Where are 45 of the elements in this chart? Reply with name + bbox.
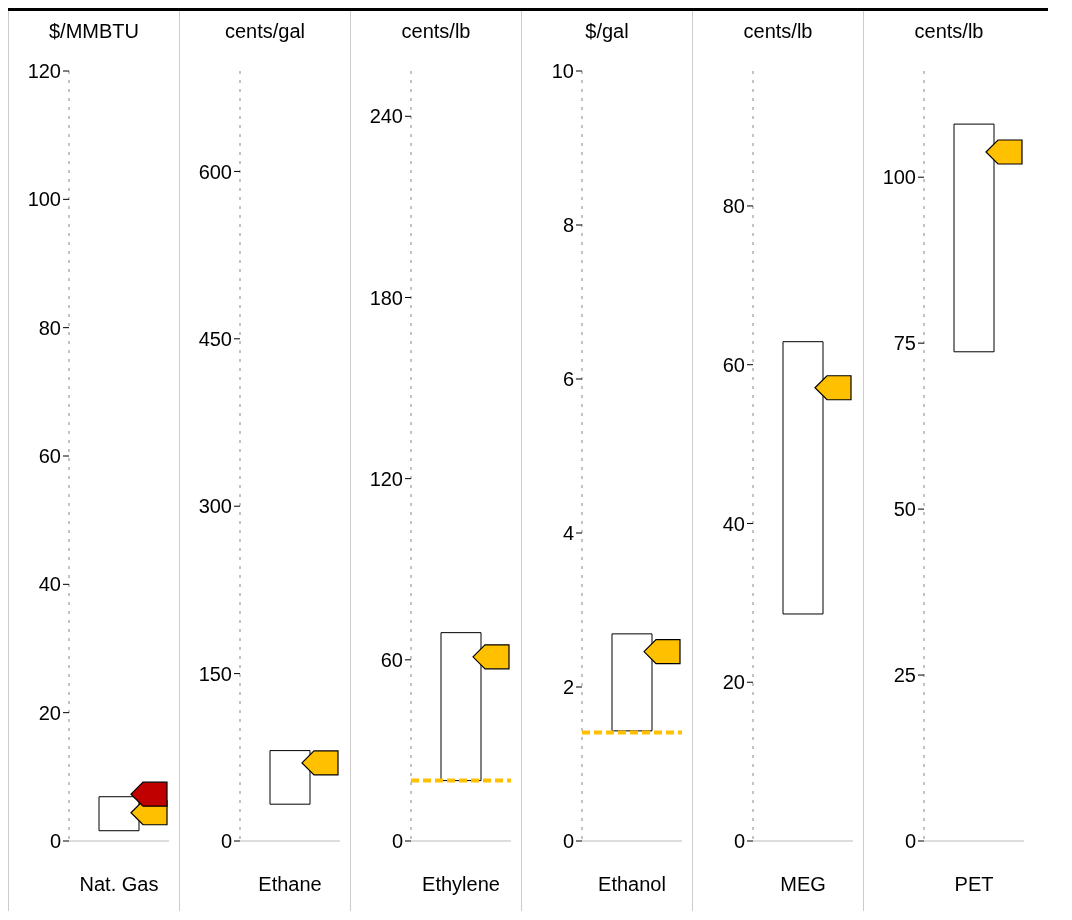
y-tick-label: 50 <box>893 498 916 521</box>
y-tick-label: 300 <box>198 495 232 518</box>
y-tick-label: 0 <box>904 830 916 853</box>
x-tick-label: Nat. Gas <box>79 873 159 896</box>
y-tick-label: 60 <box>38 445 61 468</box>
x-tick-label: Ethane <box>258 873 322 896</box>
y-tick-label: 80 <box>38 316 61 339</box>
y-tick-label: 75 <box>893 332 916 355</box>
y-tick-label: 6 <box>562 368 574 391</box>
y-axis-title: cents/lb <box>913 19 985 44</box>
y-tick-label: 40 <box>38 573 61 596</box>
y-tick-label: 20 <box>722 671 745 694</box>
y-tick-label: 600 <box>198 160 232 183</box>
y-tick-label: 0 <box>220 830 232 853</box>
y-tick-label: 25 <box>893 664 916 687</box>
y-tick-label: 8 <box>562 214 574 237</box>
y-tick-label: 60 <box>722 353 745 376</box>
y-tick-label: 10 <box>551 60 574 83</box>
y-tick-label: 60 <box>380 648 403 671</box>
y-tick-label: 150 <box>198 662 232 685</box>
y-tick-label: 80 <box>722 195 745 218</box>
y-tick-label: 0 <box>391 830 403 853</box>
y-tick-label: 240 <box>369 105 403 128</box>
x-tick-label: PET <box>954 873 994 896</box>
y-tick-label: 2 <box>562 676 574 699</box>
y-tick-label: 40 <box>722 512 745 535</box>
y-axis-title: $/MMBTU <box>48 19 140 44</box>
y-tick-label: 180 <box>369 286 403 309</box>
y-tick-label: 0 <box>733 830 745 853</box>
y-axis-title: cents/lb <box>400 19 472 44</box>
y-tick-label: 100 <box>27 188 61 211</box>
y-axis-title: cents/gal <box>223 19 307 44</box>
x-tick-label: MEG <box>780 873 826 896</box>
y-axis-title: cents/lb <box>742 19 814 44</box>
y-tick-label: 20 <box>38 701 61 724</box>
y-tick-label: 450 <box>198 327 232 350</box>
y-axis-title: $/gal <box>584 19 630 44</box>
y-tick-label: 120 <box>27 60 61 83</box>
x-tick-label: Ethanol <box>598 873 666 896</box>
y-tick-label: 4 <box>562 522 574 545</box>
x-tick-label: Ethylene <box>422 873 500 896</box>
y-tick-label: 100 <box>882 166 916 189</box>
y-tick-label: 0 <box>562 830 574 853</box>
y-tick-label: 0 <box>49 830 61 853</box>
y-tick-label: 120 <box>369 467 403 490</box>
